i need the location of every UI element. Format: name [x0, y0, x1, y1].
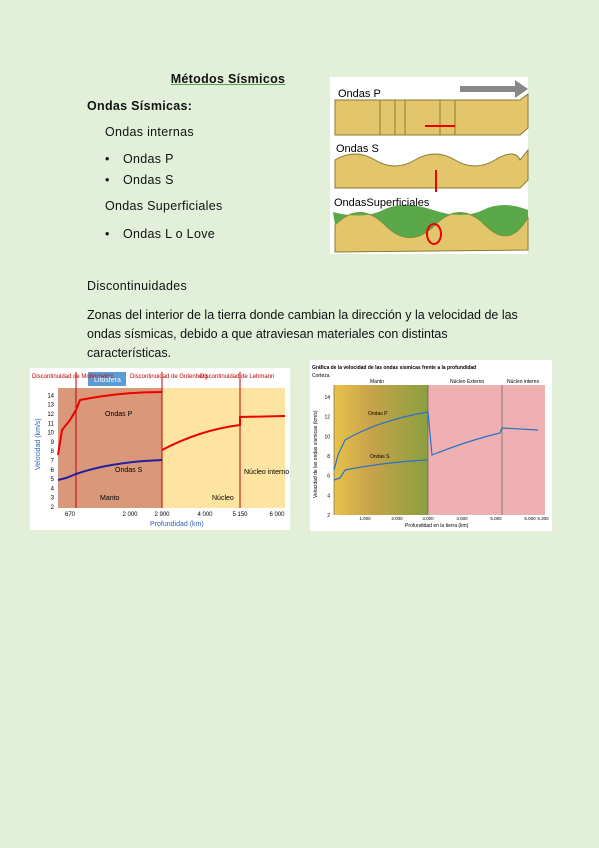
curve [57, 459, 163, 481]
x-tick-label: 4.000 [456, 516, 468, 521]
figure-label: Ondas S [336, 143, 379, 155]
annotation: Ondas P [105, 411, 133, 418]
right-chart: Gráfica de la velocidad de las ondas sís… [310, 360, 552, 531]
x-tick-label: 670 [65, 512, 76, 518]
annotation: Discontinuidad de Mohorovicic [32, 374, 113, 380]
axis-label: Velocidad de las ondas sísmicas (km/s) [313, 410, 319, 498]
y-tick-label: 7 [51, 459, 55, 465]
x-tick-label: 6.300 [537, 516, 549, 521]
annotation: Discontinuidad de Gutenberg [130, 374, 208, 380]
y-tick-label: 6 [51, 468, 55, 474]
arrow [460, 80, 528, 98]
boundary [333, 385, 503, 515]
section-heading: Ondas Sísmicas: [87, 99, 193, 113]
arrow [426, 223, 442, 245]
annotation: Ondas P [368, 411, 388, 417]
region [162, 388, 285, 508]
y-tick-label: 5 [51, 477, 55, 483]
figure-label: OndasSuperficiales [334, 197, 430, 209]
y-tick-label: 2 [51, 505, 55, 511]
axis-label: Velocidad (km/s) [35, 418, 42, 470]
list-item: Ondas S [105, 173, 174, 187]
chart-title: Gráfica de la velocidad de las ondas sís… [312, 365, 476, 371]
wave-figure: Ondas P Ondas S OndasSuperficiales [330, 77, 529, 254]
block [334, 148, 529, 189]
title: Métodos Sísmicos [170, 72, 286, 86]
curve [333, 459, 429, 481]
block-lines [379, 100, 456, 135]
y-tick-label: 12 [324, 415, 330, 421]
y-tick-label: 12 [47, 412, 54, 418]
annotation: Litosfera [94, 377, 121, 384]
x-tick-label: 6.000 [524, 516, 536, 521]
y-tick-label: 8 [51, 449, 55, 455]
y-tick-label: 10 [324, 434, 330, 440]
annotation: Manto [370, 379, 384, 385]
annotation: Núcleo interno [507, 379, 539, 385]
x-tick-label: 4 000 [197, 512, 213, 518]
curve [57, 391, 286, 456]
y-tick-label: 8 [327, 454, 330, 460]
annotation: Ondas S [115, 467, 143, 474]
annotation: Manto [100, 495, 120, 502]
annotation: Corteza [312, 373, 330, 379]
y-tick-label: 14 [47, 393, 54, 399]
x-tick-label: 6 000 [269, 512, 285, 518]
list-item: Ondas P [105, 152, 174, 166]
region [58, 388, 162, 508]
x-tick-label: 2 900 [154, 512, 170, 518]
x-tick-label: 2.000 [391, 516, 403, 521]
annotation: Núcleo interno [244, 469, 289, 476]
surface [333, 205, 528, 238]
subheading: Ondas Superficiales [105, 199, 223, 213]
subheading: Ondas internas [105, 125, 194, 139]
y-tick-label: 4 [51, 486, 55, 492]
figure-label: Ondas P [338, 88, 381, 100]
left-chart: Discontinuidad de Mohorovicic Litosfera … [30, 368, 290, 530]
annotation: Núcleo [212, 495, 234, 502]
x-tick-label: 5 150 [232, 512, 248, 518]
y-tick-label: 4 [327, 493, 330, 499]
x-tick-label: 1.000 [359, 516, 371, 521]
box [88, 372, 126, 386]
y-tick-label: 3 [51, 496, 55, 502]
region [428, 385, 545, 515]
list-item: Ondas L o Love [105, 227, 215, 241]
annotation: Núcleo Externo [450, 379, 484, 385]
annotation: Discontinuidad de Lehmann [200, 374, 274, 380]
annotation: Ondas S [370, 454, 390, 460]
block [334, 93, 529, 136]
y-tick-label: 11 [48, 421, 55, 427]
axis-label: Profundidad (km) [150, 521, 204, 528]
y-tick-label: 14 [324, 395, 330, 401]
x-tick-label: 5.000 [490, 516, 502, 521]
curve [333, 411, 539, 471]
boundary [75, 372, 241, 508]
axis-label: Profundidad en la tierra (km) [405, 523, 469, 529]
subheading: Discontinuidades [87, 279, 187, 293]
y-tick-label: 6 [327, 474, 330, 480]
y-tick-label: 10 [47, 431, 54, 437]
region [334, 385, 428, 515]
y-tick-label: 9 [51, 440, 55, 446]
x-tick-label: 2 000 [122, 512, 138, 518]
y-tick-label: 2 [327, 513, 330, 519]
x-tick-label: 3.000 [422, 516, 434, 521]
paragraph: Zonas del interior de la tierra donde ca… [87, 308, 518, 360]
y-tick-label: 13 [47, 403, 54, 409]
